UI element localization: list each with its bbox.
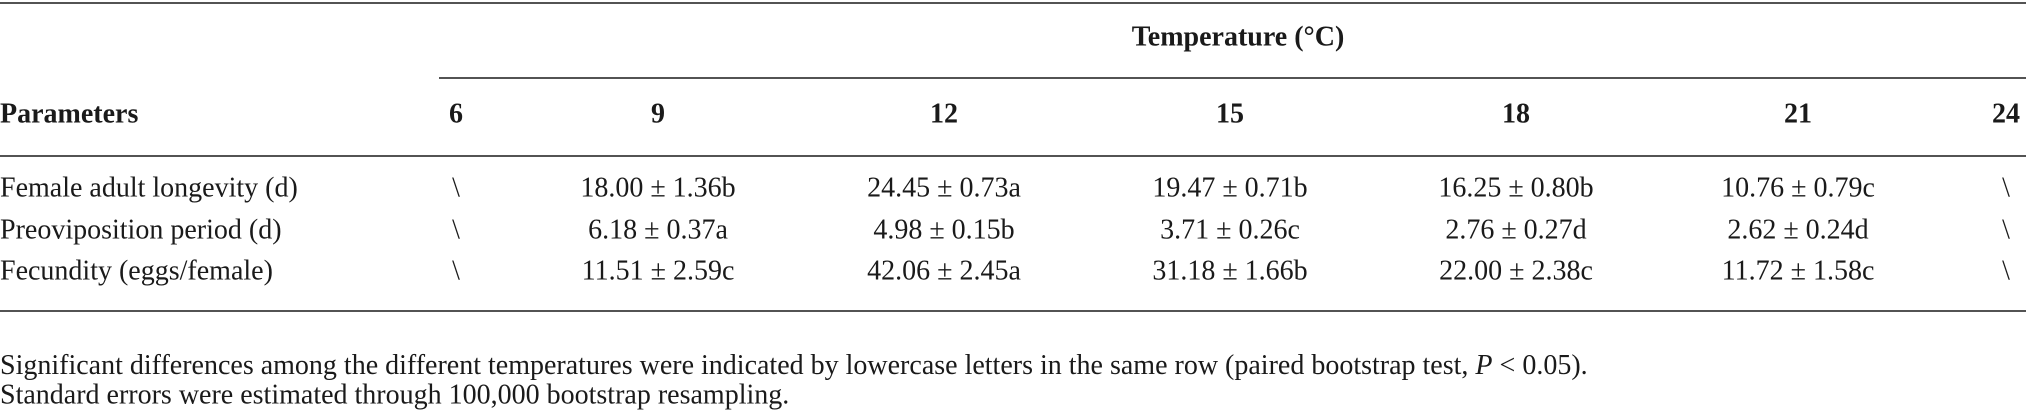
footnote-line: Significant differences among the differ… xyxy=(0,350,1588,381)
cell: 2.62 ± 0.24d xyxy=(1727,214,1868,245)
row-label: Female adult longevity (d) xyxy=(0,172,298,203)
column-header: Parameters xyxy=(0,98,138,129)
cell: 2.76 ± 0.27d xyxy=(1445,214,1586,245)
cell: 6.18 ± 0.37a xyxy=(588,214,728,245)
column-header: 15 xyxy=(1216,98,1244,129)
cell: 11.72 ± 1.58c xyxy=(1722,255,1875,286)
cell: 16.25 ± 0.80b xyxy=(1438,172,1593,203)
cell: 18.00 ± 1.36b xyxy=(580,172,735,203)
footnote-text: Significant differences among the differ… xyxy=(0,350,1475,381)
column-header: 12 xyxy=(930,98,958,129)
column-header: 9 xyxy=(651,98,665,129)
footnote-line: Standard errors were estimated through 1… xyxy=(0,379,789,410)
cell: 3.71 ± 0.26c xyxy=(1160,214,1300,245)
column-header: 6 xyxy=(449,98,463,129)
cell: 42.06 ± 2.45a xyxy=(867,255,1021,286)
column-header: 24 xyxy=(1992,98,2020,129)
group-header: Temperature (°C) xyxy=(1132,21,1345,52)
cell: \ xyxy=(452,255,460,286)
footnote-text: < 0.05). xyxy=(1493,350,1588,381)
footnote-text: P xyxy=(1474,350,1492,381)
column-header: 18 xyxy=(1502,98,1530,129)
cell: \ xyxy=(2002,214,2010,245)
cell: 19.47 ± 0.71b xyxy=(1152,172,1307,203)
cell: 24.45 ± 0.73a xyxy=(867,172,1021,203)
cell: 22.00 ± 2.38c xyxy=(1439,255,1593,286)
row-label: Fecundity (eggs/female) xyxy=(0,255,273,286)
cell: 10.76 ± 0.79c xyxy=(1721,172,1875,203)
cell: 31.18 ± 1.66b xyxy=(1152,255,1307,286)
column-header: 21 xyxy=(1784,98,1812,129)
cell: \ xyxy=(2002,255,2010,286)
cell: 4.98 ± 0.15b xyxy=(873,214,1014,245)
row-label: Preoviposition period (d) xyxy=(0,214,282,245)
cell: 11.51 ± 2.59c xyxy=(582,255,735,286)
cell: \ xyxy=(2002,172,2010,203)
cell: \ xyxy=(452,214,460,245)
cell: \ xyxy=(452,172,460,203)
